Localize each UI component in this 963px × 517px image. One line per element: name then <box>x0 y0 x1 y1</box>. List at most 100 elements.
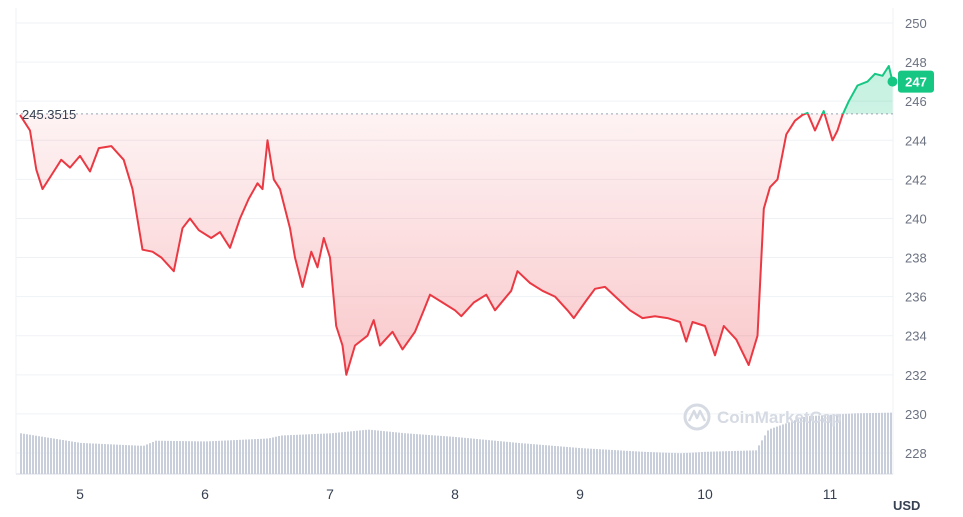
x-tick-label: 11 <box>823 486 838 502</box>
x-tick-label: 6 <box>201 486 209 502</box>
volume-bar <box>671 452 673 474</box>
y-tick-label: 240 <box>905 211 927 226</box>
volume-bar <box>410 433 412 474</box>
volume-bar <box>686 452 688 474</box>
volume-bar <box>608 449 610 474</box>
volume-bar <box>317 433 319 474</box>
volume-bar <box>473 438 475 474</box>
volume-bar <box>485 439 487 474</box>
x-axis: 5 6 7 8 9 10 11 <box>76 486 837 502</box>
volume-bar <box>863 413 865 474</box>
volume-bar <box>23 433 25 474</box>
volume-bar <box>116 444 118 474</box>
volume-bar <box>221 440 223 474</box>
volume-bar <box>386 431 388 474</box>
price-lines <box>19 65 894 376</box>
volume-bar <box>455 437 457 474</box>
volume-bar <box>119 444 121 474</box>
volume-bar <box>263 438 265 474</box>
volume-bar <box>332 433 334 474</box>
volume-bar <box>452 436 454 474</box>
volume-bar <box>590 448 592 474</box>
volume-bar <box>641 451 643 474</box>
volume-bar <box>743 450 745 474</box>
volume-bar <box>65 440 67 474</box>
volume-bar <box>602 449 604 474</box>
volume-bar <box>401 432 403 474</box>
volume-bar <box>593 448 595 474</box>
above-reference-fill <box>805 66 893 114</box>
x-tick-label: 5 <box>76 486 84 502</box>
volume-bar <box>176 441 178 474</box>
volume-bar <box>839 414 841 474</box>
volume-bar <box>647 451 649 474</box>
volume-bar <box>521 443 523 474</box>
volume-bar <box>80 442 82 474</box>
volume-bar <box>164 440 166 474</box>
volume-bar <box>152 441 154 474</box>
volume-bar <box>800 418 802 474</box>
volume-bar <box>695 452 697 474</box>
volume-bar <box>362 430 364 474</box>
last-price-badge-bg <box>898 70 934 93</box>
volume-bar <box>425 434 427 474</box>
volume-bar <box>803 416 805 474</box>
volume-bar <box>476 438 478 474</box>
volume-bar <box>242 439 244 474</box>
volume-bar <box>728 451 730 474</box>
volume-bar <box>569 447 571 474</box>
last-price-dot <box>887 76 898 87</box>
volume-bar <box>761 440 763 474</box>
volume-bar <box>341 432 343 474</box>
volume-bar <box>692 452 694 474</box>
y-tick-label: 242 <box>905 172 927 187</box>
volume-bar <box>413 433 415 474</box>
x-tick-label: 8 <box>451 486 459 502</box>
volume-bar <box>440 435 442 474</box>
volume-bar <box>68 440 70 474</box>
volume-bar <box>749 450 751 474</box>
volume-bar <box>578 447 580 474</box>
volume-bar <box>827 414 829 474</box>
y-axis: 228 230 232 234 236 238 240 242 244 246 248 250 <box>905 16 927 461</box>
volume-bar <box>467 438 469 474</box>
volume-bar <box>581 448 583 474</box>
volume-bar <box>530 443 532 474</box>
price-area <box>20 66 893 375</box>
y-tick-label: 228 <box>905 446 927 461</box>
volume-bar <box>812 415 814 474</box>
volume-bar <box>509 442 511 474</box>
volume-bar <box>227 440 229 474</box>
volume-bar <box>326 433 328 474</box>
volume-bar <box>650 452 652 474</box>
volume-bar <box>56 439 58 474</box>
y-tick-label: 238 <box>905 251 927 266</box>
volume-bar <box>344 431 346 474</box>
volume-bar <box>104 444 106 474</box>
volume-bar <box>293 434 295 474</box>
volume-bar <box>506 441 508 474</box>
volume-bar <box>206 441 208 474</box>
volume-bar <box>107 444 109 474</box>
volume-bar <box>539 444 541 474</box>
volume-bar <box>566 446 568 474</box>
volume-bar <box>884 412 886 474</box>
volume-bar <box>551 445 553 474</box>
volume-bar <box>734 450 736 474</box>
volume-bar <box>215 440 217 474</box>
volume-bar <box>179 441 181 474</box>
volume-bar <box>704 451 706 474</box>
coinmarketcap-logo-icon <box>683 403 711 431</box>
volume-bar <box>746 450 748 474</box>
volume-bar <box>770 428 772 474</box>
volume-bar <box>20 433 22 474</box>
volume-bar <box>548 445 550 474</box>
volume-bar <box>872 412 874 474</box>
volume-bar <box>125 445 127 474</box>
volume-bar <box>329 433 331 474</box>
volume-bar <box>587 448 589 474</box>
volume-bar <box>140 445 142 474</box>
y-tick-label: 248 <box>905 55 927 70</box>
volume-bar <box>446 436 448 474</box>
volume-bar <box>536 444 538 474</box>
